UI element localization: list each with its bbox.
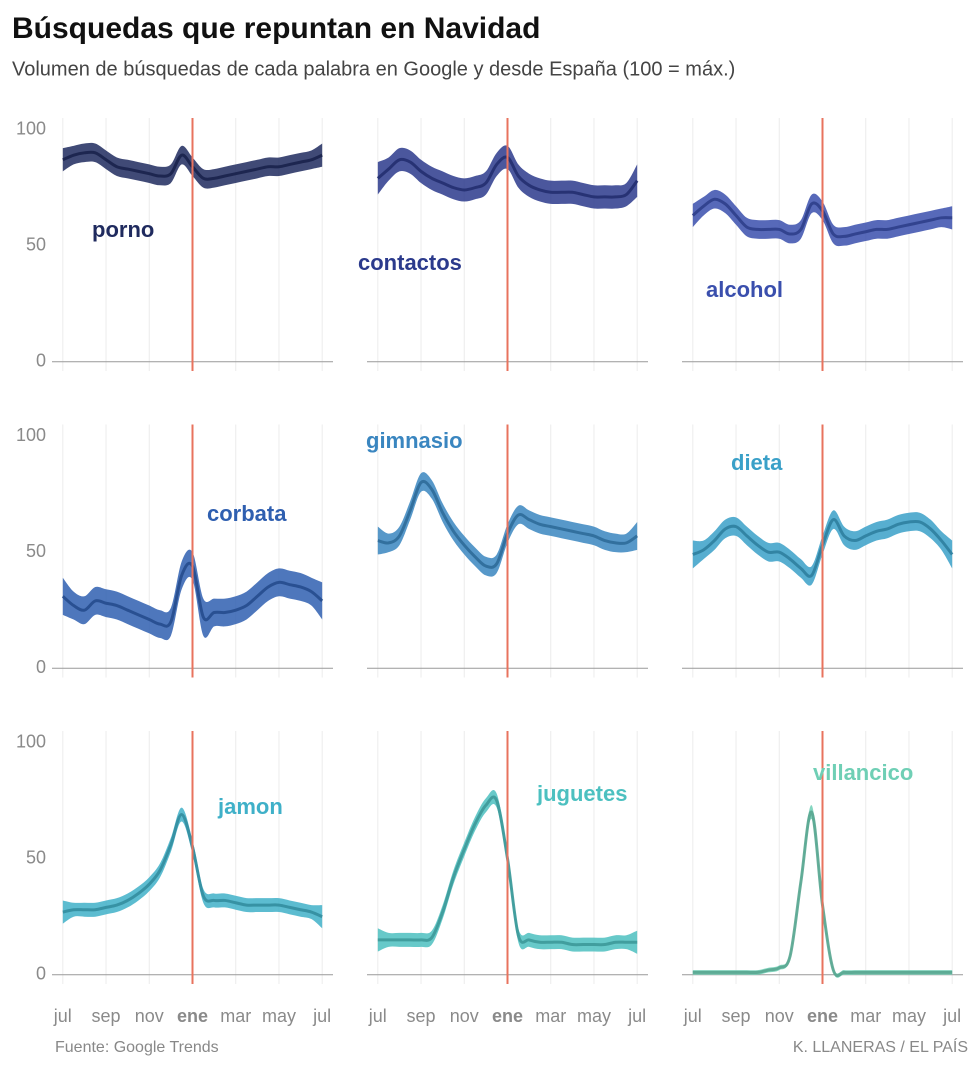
y-tick-label: 0 <box>36 963 46 983</box>
y-tick-label: 50 <box>26 847 46 867</box>
x-tick-label: mar <box>535 1006 566 1026</box>
y-tick-label: 100 <box>16 118 46 138</box>
x-tick-label: nov <box>135 1006 164 1026</box>
confidence-band <box>62 549 323 641</box>
x-tick-label: mar <box>850 1006 881 1026</box>
series-label: porno <box>92 217 154 242</box>
series-label: dieta <box>731 450 783 475</box>
x-tick-label: ene <box>177 1006 208 1026</box>
x-tick-label: ene <box>807 1006 838 1026</box>
y-tick-label: 0 <box>36 657 46 677</box>
x-tick-label: sep <box>92 1006 121 1026</box>
x-tick-label: jul <box>942 1006 961 1026</box>
x-tick-label: nov <box>765 1006 794 1026</box>
x-tick-label: may <box>577 1006 611 1026</box>
series-label: corbata <box>207 501 287 526</box>
series-label: alcohol <box>706 277 783 302</box>
series-label: jamon <box>217 794 283 819</box>
x-tick-label: mar <box>220 1006 251 1026</box>
y-tick-label: 100 <box>16 425 46 445</box>
x-tick-label: sep <box>722 1006 751 1026</box>
x-tick-label: ene <box>492 1006 523 1026</box>
y-tick-label: 50 <box>26 541 46 561</box>
y-tick-label: 0 <box>36 350 46 370</box>
chart-subtitle: Volumen de búsquedas de cada palabra en … <box>12 58 735 80</box>
x-tick-label: may <box>892 1006 926 1026</box>
chart-title: Búsquedas que repuntan en Navidad <box>12 12 540 45</box>
x-tick-label: jul <box>312 1006 331 1026</box>
series-label: villancico <box>813 760 913 785</box>
credit: K. LLANERAS / EL PAÍS <box>793 1037 968 1056</box>
x-tick-label: jul <box>627 1006 646 1026</box>
confidence-band <box>62 807 323 929</box>
series-label: contactos <box>358 250 462 275</box>
x-tick-label: may <box>262 1006 296 1026</box>
source: Fuente: Google Trends <box>55 1039 219 1056</box>
x-tick-label: jul <box>683 1006 702 1026</box>
x-tick-label: jul <box>53 1006 72 1026</box>
y-tick-label: 100 <box>16 731 46 751</box>
x-tick-label: nov <box>450 1006 479 1026</box>
x-tick-label: jul <box>368 1006 387 1026</box>
series-label: gimnasio <box>366 428 463 453</box>
x-tick-label: sep <box>407 1006 436 1026</box>
series-label: juguetes <box>536 781 627 806</box>
y-tick-label: 50 <box>26 234 46 254</box>
